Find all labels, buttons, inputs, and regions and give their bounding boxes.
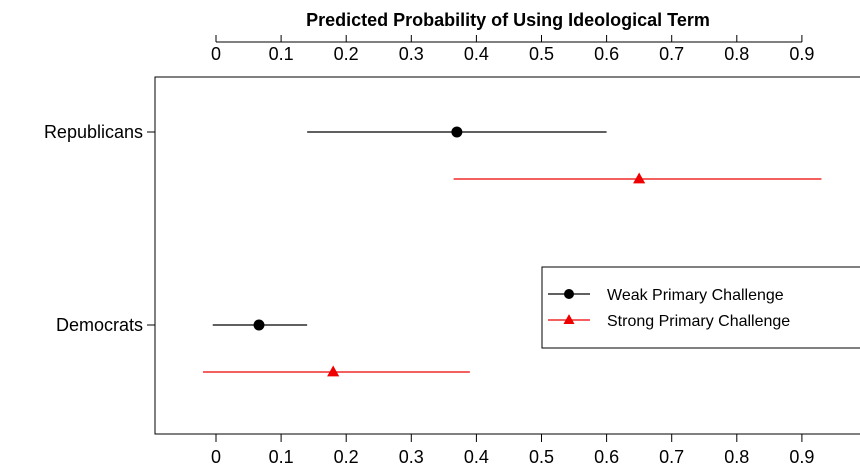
top-tick-label: 0.8: [724, 44, 749, 64]
top-tick-label: 0.9: [789, 44, 814, 64]
bottom-tick-label: 0.5: [529, 447, 554, 467]
top-tick-label: 0.1: [269, 44, 294, 64]
plot-frame: [154, 76, 860, 435]
bottom-tick-label: 0.8: [724, 447, 749, 467]
point-marker: [253, 319, 265, 331]
bottom-tick-label: 0.3: [399, 447, 424, 467]
bottom-tick-label: 0.1: [269, 447, 294, 467]
axes: 0 0 0.1 0.1 0.2 0.2 0.3 0.3 0.4 0.4 0.5 0.5 0.6 0.6 0.…: [211, 35, 814, 467]
category-label: Republicans: [44, 122, 143, 142]
top-tick-label: 0: [211, 44, 221, 64]
point-marker: [564, 289, 574, 299]
top-tick-label: 0.2: [334, 44, 359, 64]
bottom-tick-label: 0.2: [334, 447, 359, 467]
top-tick-label: 0.3: [399, 44, 424, 64]
data-marks: [202, 126, 822, 377]
legend-label: Weak Primary Challenge: [607, 287, 784, 304]
point-marker: [563, 314, 575, 324]
legend-label: Strong Primary Challenge: [607, 313, 790, 330]
legend: Weak Primary Challenge Strong Primary Cha…: [541, 266, 860, 349]
top-tick-label: 0.6: [594, 44, 619, 64]
legend-box: [541, 266, 860, 349]
chart-title: Predicted Probability of Using Ideologic…: [306, 10, 710, 30]
category-labels: Republicans Democrats: [44, 122, 155, 335]
point-marker: [633, 172, 646, 184]
category-label: Democrats: [56, 315, 143, 335]
top-tick-label: 0.7: [659, 44, 684, 64]
bottom-tick-label: 0.7: [659, 447, 684, 467]
bottom-tick-label: 0.6: [594, 447, 619, 467]
bottom-tick-label: 0: [211, 447, 221, 467]
point-marker: [327, 365, 340, 377]
bottom-tick-label: 0.4: [464, 447, 489, 467]
bottom-tick-label: 0.9: [789, 447, 814, 467]
point-marker: [451, 126, 463, 138]
top-tick-label: 0.4: [464, 44, 489, 64]
top-tick-label: 0.5: [529, 44, 554, 64]
